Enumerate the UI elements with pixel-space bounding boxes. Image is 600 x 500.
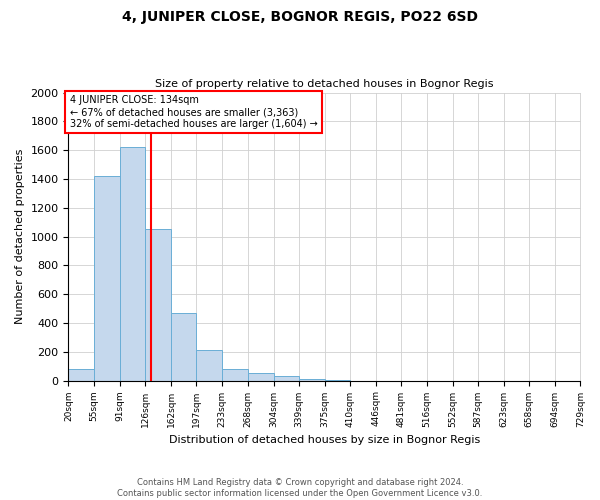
Bar xyxy=(274,376,299,380)
X-axis label: Distribution of detached houses by size in Bognor Regis: Distribution of detached houses by size … xyxy=(169,435,480,445)
Text: 4, JUNIPER CLOSE, BOGNOR REGIS, PO22 6SD: 4, JUNIPER CLOSE, BOGNOR REGIS, PO22 6SD xyxy=(122,10,478,24)
Bar xyxy=(119,148,145,380)
Bar xyxy=(145,230,171,380)
Bar xyxy=(94,176,119,380)
Bar xyxy=(248,372,274,380)
Text: 4 JUNIPER CLOSE: 134sqm
← 67% of detached houses are smaller (3,363)
32% of semi: 4 JUNIPER CLOSE: 134sqm ← 67% of detache… xyxy=(70,96,317,128)
Y-axis label: Number of detached properties: Number of detached properties xyxy=(15,149,25,324)
Bar xyxy=(196,350,222,380)
Bar xyxy=(171,313,196,380)
Bar xyxy=(299,379,325,380)
Text: Contains HM Land Registry data © Crown copyright and database right 2024.
Contai: Contains HM Land Registry data © Crown c… xyxy=(118,478,482,498)
Title: Size of property relative to detached houses in Bognor Regis: Size of property relative to detached ho… xyxy=(155,79,494,89)
Bar xyxy=(222,369,248,380)
Bar xyxy=(68,369,94,380)
